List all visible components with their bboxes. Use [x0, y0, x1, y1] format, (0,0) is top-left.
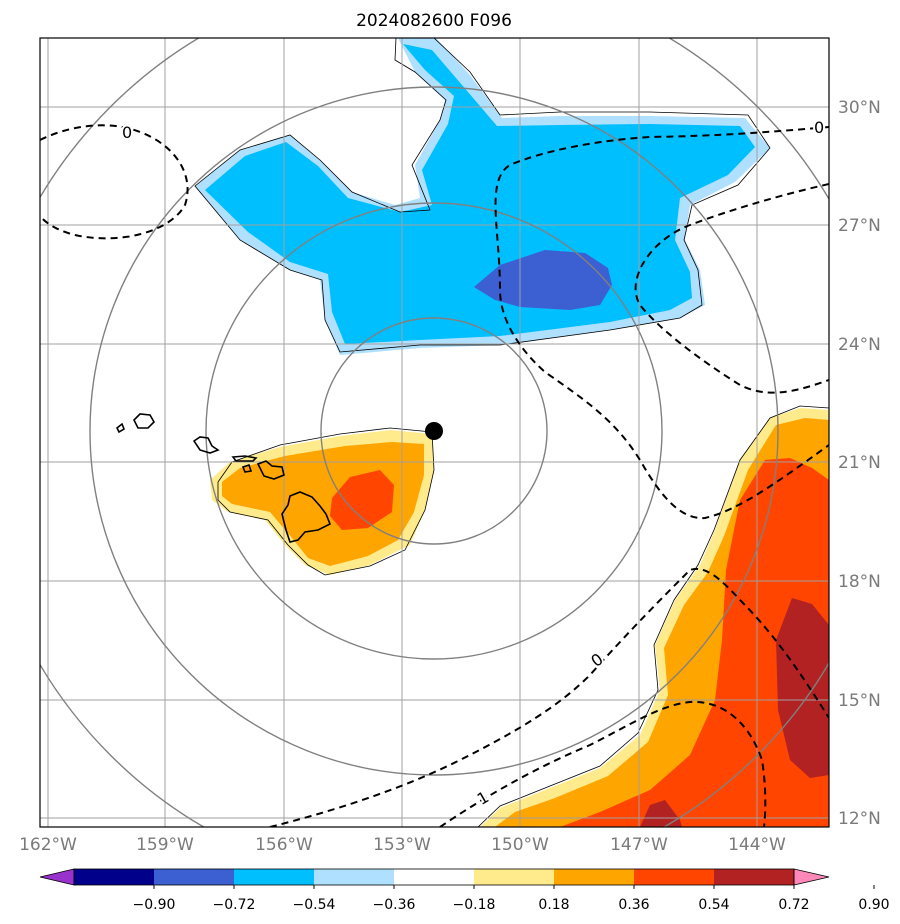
colorbar-segment [714, 869, 795, 885]
southeast-positive-region [477, 405, 829, 827]
island-oahu [192, 436, 220, 454]
lat-label-18n: 18°N [838, 572, 881, 592]
map-area: 0 0 0 1 [40, 38, 829, 827]
island-kauai [133, 413, 155, 429]
latitude-labels: 30°N 27°N 24°N 21°N 18°N 15°N 12°N [838, 98, 881, 829]
map-title: 2024082600 F096 [356, 11, 512, 31]
colorbar-tick-label: 0.90 [858, 897, 889, 913]
colorbar-tick-label: 0.36 [618, 897, 649, 913]
colorbar-tick-label: −0.54 [293, 897, 336, 913]
colorbar-extend-right [793, 868, 830, 886]
colorbar-tick-label: −0.90 [133, 897, 176, 913]
island-maui [256, 460, 285, 480]
island-big-island [281, 491, 332, 543]
colorbar-tick-label: −0.36 [373, 897, 416, 913]
lon-label-162w: 162°W [19, 835, 77, 855]
island-molokai [231, 455, 258, 462]
colorbar: −0.90 −0.72 −0.54 −0.36 −0.18 0.18 0.36 0.54 0.7… [39, 868, 890, 913]
contour-label-0-west: 0 [122, 123, 132, 142]
colorbar-segment [554, 869, 635, 885]
lon-label-144w: 144°W [728, 835, 786, 855]
colorbar-segment [314, 869, 395, 885]
colorbar-segment [474, 869, 555, 885]
lon-label-153w: 153°W [373, 835, 431, 855]
lon-label-159w: 159°W [136, 835, 194, 855]
colorbar-segment [154, 869, 235, 885]
lat-label-12n: 12°N [838, 809, 881, 829]
colorbar-segment [234, 869, 315, 885]
colorbar-extend-left [39, 868, 75, 886]
lon-label-156w: 156°W [255, 835, 313, 855]
contour-label-0-east: 0 [814, 118, 824, 137]
graticule [40, 38, 829, 827]
colorbar-segment [634, 869, 715, 885]
lon-label-147w: 147°W [610, 835, 668, 855]
contour-lines [40, 124, 829, 827]
lon-label-150w: 150°W [491, 835, 549, 855]
lat-label-24n: 24°N [838, 335, 881, 355]
island-lanai [241, 463, 253, 473]
lat-label-21n: 21°N [838, 453, 881, 473]
map-frame [39, 37, 830, 828]
colorbar-tick-label: 0.72 [778, 897, 809, 913]
range-rings [40, 38, 829, 827]
colorbar-tick-label: −0.72 [213, 897, 256, 913]
colorbar-tick-label: 0.18 [538, 897, 569, 913]
colorbar-segment [74, 869, 155, 885]
island-niihau [115, 422, 125, 434]
colorbar-segment [394, 869, 475, 885]
colorbar-tick-label: 0.54 [698, 897, 729, 913]
longitude-labels: 162°W 159°W 156°W 153°W 150°W 147°W 144°… [19, 835, 786, 855]
lat-label-30n: 30°N [838, 98, 881, 118]
negative-anomaly-region [194, 38, 771, 355]
lat-label-27n: 27°N [838, 216, 881, 236]
lat-label-15n: 15°N [838, 691, 881, 711]
colorbar-tick-label: −0.18 [453, 897, 496, 913]
hawaiian-islands [115, 413, 332, 543]
hawaii-positive-region [210, 427, 435, 576]
storm-center-marker [425, 422, 443, 440]
